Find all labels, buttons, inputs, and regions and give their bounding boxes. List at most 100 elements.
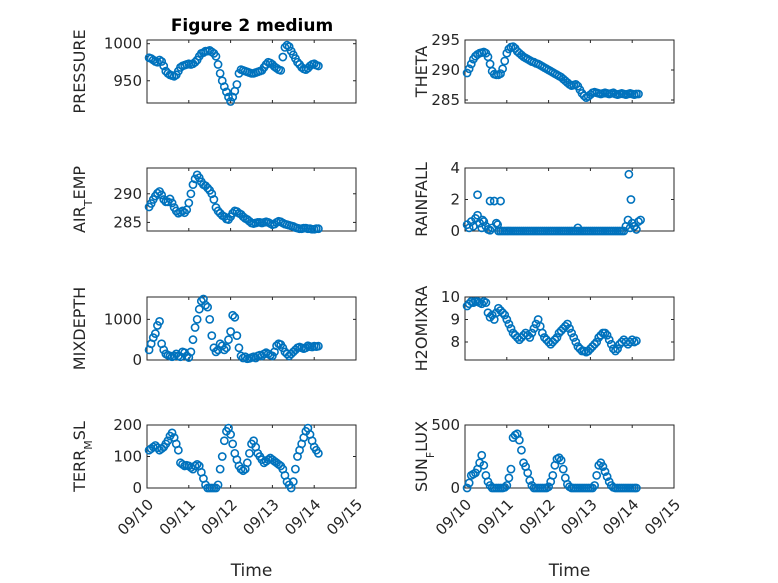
data-point [228,439,238,449]
data-point [631,336,641,346]
data-point [485,225,495,235]
data-point [201,300,210,310]
data-point [464,478,474,488]
y-tick-label: 290 [431,61,460,79]
data-point [153,57,162,67]
data-point [207,331,217,341]
data-point [186,347,196,357]
data-point [192,459,202,469]
data-point [493,220,503,230]
series-pressure [144,40,323,106]
data-point [552,333,562,342]
series-sunflux [462,429,641,493]
data-point [558,464,568,474]
y-tick-label: 290 [113,185,142,203]
data-point [313,448,323,458]
data-point [573,223,583,233]
data-point [466,59,476,69]
subplot-pressure: 950 1000 PRESSURE [70,29,357,114]
series-rainfall [462,169,645,236]
data-point [313,341,323,351]
data-point [478,215,487,225]
data-point [226,430,235,439]
data-point [479,460,489,470]
data-point [550,335,560,345]
data-point [313,61,323,71]
y-tick-label: 285 [431,91,460,109]
series-h2omixra [462,297,641,357]
y-axis-label: SUNFLUX [412,421,437,492]
axis-box [146,167,357,232]
data-point [186,189,196,199]
data-point [242,458,252,468]
data-point [556,455,566,465]
y-tick-label: 295 [431,31,460,49]
y-tick-label: 4 [450,159,460,177]
data-point [477,450,487,460]
data-point [462,68,472,78]
data-point [604,335,614,345]
subplot-airtemp: 285 290 AIRTEMP [70,166,357,234]
data-point [190,323,200,332]
data-point [502,315,512,324]
data-point [502,481,512,490]
y-tick-label: 0 [132,479,142,497]
data-point [192,314,202,324]
y-axis-label: PRESSURE [70,29,89,113]
data-point [230,312,240,322]
x-axis-label: Time [548,561,591,581]
data-point [219,436,229,446]
data-point [598,462,608,471]
data-point [590,481,599,490]
data-point [222,343,231,353]
data-point [473,210,482,220]
data-point [178,206,187,216]
data-point [155,316,164,326]
data-point [523,468,533,478]
y-tick-label: 1000 [104,35,142,53]
data-point [190,57,200,67]
data-point [527,328,537,338]
y-axis-label: H2OMIXRA [412,286,431,372]
data-point [629,221,639,231]
data-point [571,80,581,89]
data-point [500,310,510,320]
data-point [228,310,238,320]
data-point [224,335,233,345]
y-tick-label: 8 [450,333,460,351]
data-point [313,224,323,234]
data-point [167,198,177,208]
data-point [236,464,246,474]
data-point [496,69,505,78]
data-point [517,445,526,455]
data-point [169,351,179,361]
data-point [590,339,599,349]
data-point [525,333,535,342]
data-point [219,345,229,355]
data-point [219,82,229,92]
subplot-h2omixra: 8 9 10 H2OMIXRA [412,286,675,372]
series-mixdepth [144,294,323,364]
y-axis-label: AIRTEMP [70,166,95,233]
data-point [613,344,622,354]
data-point [544,482,553,492]
data-point [569,333,579,342]
y-tick-label: 9 [450,311,460,329]
subplot-rainfall: 0 2 4 RAINFALL [412,159,675,240]
data-point [238,466,248,476]
y-axis-label: MIXDEPTH [70,287,89,370]
data-point [565,324,574,333]
data-point [228,208,238,218]
data-point [500,56,510,66]
data-point [602,472,612,482]
figure-title: Figure 2 medium [171,16,333,36]
data-point [184,198,194,208]
data-point [215,464,225,474]
data-point [153,188,162,198]
data-point [190,461,200,471]
data-point [600,467,610,477]
data-point [506,324,516,333]
data-point [602,330,612,340]
